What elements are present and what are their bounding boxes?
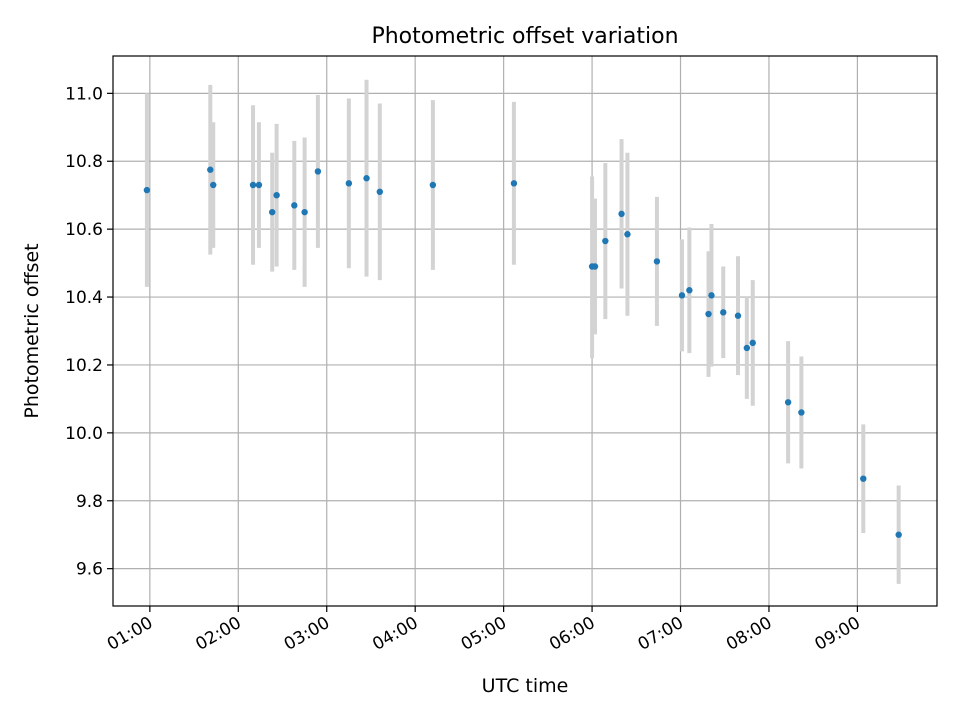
x-tick-label: 09:00: [811, 613, 863, 655]
y-tick-label: 10.8: [65, 152, 103, 172]
data-point: [376, 188, 384, 196]
x-tick-label: 03:00: [281, 613, 333, 655]
y-tick-label: 9.8: [76, 492, 103, 512]
plot-background: [113, 56, 937, 606]
data-point: [510, 180, 518, 187]
data-point: [678, 292, 686, 299]
data-point: [429, 181, 437, 189]
data-point: [291, 202, 298, 209]
data-point: [268, 208, 276, 216]
x-tick-label: 01:00: [104, 613, 156, 655]
y-tick-label: 9.6: [76, 560, 103, 580]
data-point: [207, 166, 214, 173]
data-point: [708, 292, 715, 299]
data-point: [143, 186, 151, 194]
x-tick-label: 07:00: [635, 613, 687, 655]
data-point: [301, 208, 308, 216]
plot-frame: [112, 55, 938, 607]
data-point: [210, 181, 217, 189]
data-point: [895, 531, 902, 538]
data-point: [734, 312, 742, 319]
y-tick-label: 11.0: [65, 84, 103, 104]
data-point: [798, 409, 805, 416]
data-point: [602, 237, 609, 245]
x-axis-ticks: 01:00 02:00 03:00 04:00 05:00 06:00 07:00 08:00…: [104, 606, 864, 655]
data-point: [273, 191, 280, 199]
data-point: [686, 287, 693, 294]
x-tick-label: 06:00: [546, 613, 598, 655]
y-axis-label: Photometric offset: [21, 243, 43, 418]
data-point: [653, 258, 661, 265]
data-point: [249, 181, 257, 189]
data-point: [255, 181, 263, 189]
x-tick-label: 05:00: [458, 613, 510, 655]
x-tick-label: 02:00: [192, 613, 244, 655]
y-tick-label: 10.6: [65, 220, 103, 240]
data-point: [618, 210, 625, 218]
data-point: [720, 309, 727, 316]
data-point: [624, 231, 631, 238]
x-axis-label: UTC time: [482, 675, 569, 697]
data-point: [784, 399, 792, 406]
y-tick-label: 10.0: [65, 424, 103, 444]
y-tick-label: 10.2: [65, 356, 103, 376]
x-tick-label: 04:00: [369, 613, 421, 655]
data-point: [363, 175, 370, 182]
x-tick-label: 08:00: [723, 613, 775, 655]
data-point: [860, 475, 867, 482]
data-point: [743, 344, 751, 352]
data-points: [143, 166, 902, 538]
data-point: [591, 263, 599, 270]
data-point: [314, 168, 322, 175]
chart-title: Photometric offset variation: [371, 24, 678, 49]
data-point: [705, 310, 712, 318]
data-point: [749, 339, 756, 347]
data-point: [345, 180, 353, 187]
y-tick-label: 10.4: [65, 288, 103, 308]
y-axis-ticks: 9.6 9.8 10.0 10.2 10.4 10.6 10.8 11.0: [65, 84, 113, 580]
